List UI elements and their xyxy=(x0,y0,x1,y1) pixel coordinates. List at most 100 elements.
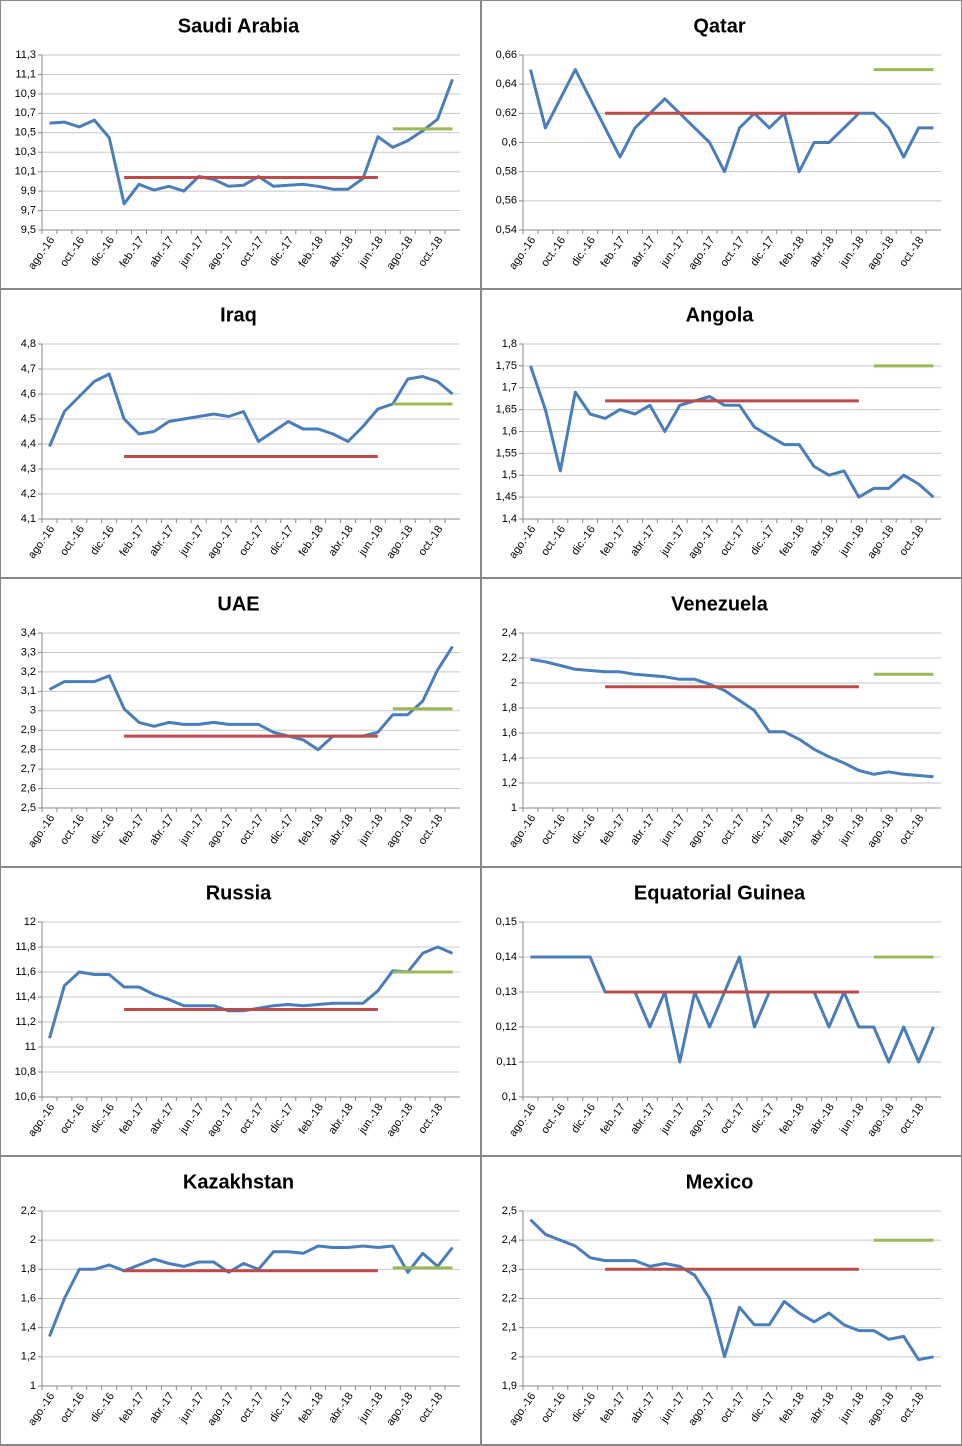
y-tick-label: 2,8 xyxy=(21,744,36,756)
chart-title: Angola xyxy=(686,304,755,326)
series-line xyxy=(48,1244,454,1337)
chart-title: Saudi Arabia xyxy=(178,15,300,37)
y-tick-label: 1,5 xyxy=(502,469,517,481)
y-tick-label: 0,56 xyxy=(496,195,517,207)
y-tick-label: 3,1 xyxy=(21,685,36,697)
y-tick-label: 0,58 xyxy=(496,166,517,178)
y-tick-label: 10,8 xyxy=(15,1066,36,1078)
series-line xyxy=(529,365,935,499)
y-tick-label: 2,4 xyxy=(502,627,517,639)
series-line xyxy=(530,657,934,779)
chart-title: Mexico xyxy=(686,1171,754,1193)
y-tick-label: 2,2 xyxy=(502,652,517,664)
y-tick-label: 2,9 xyxy=(21,724,36,736)
y-tick-label: 1 xyxy=(30,1380,36,1392)
chart-title: UAE xyxy=(217,593,259,615)
y-tick-label: 10,1 xyxy=(15,166,36,178)
y-tick-label: 1,4 xyxy=(502,513,517,525)
y-tick-label: 4,3 xyxy=(21,463,36,475)
y-tick-label: 1,7 xyxy=(502,382,517,394)
y-tick-label: 9,5 xyxy=(21,224,36,236)
y-tick-label: 1,65 xyxy=(496,404,517,416)
y-tick-label: 0,64 xyxy=(496,78,517,90)
chart-title: Equatorial Guinea xyxy=(634,882,806,904)
y-tick-label: 11,2 xyxy=(15,1016,36,1028)
panel-border xyxy=(0,1156,481,1445)
y-tick-label: 4,2 xyxy=(21,488,36,500)
y-tick-label: 3 xyxy=(30,705,36,717)
y-tick-label: 2,6 xyxy=(21,782,36,794)
y-tick-label: 0,15 xyxy=(496,916,517,928)
y-tick-label: 0,11 xyxy=(496,1056,517,1068)
y-tick-label: 4,5 xyxy=(21,413,36,425)
y-tick-label: 4,8 xyxy=(21,338,36,350)
y-tick-label: 10,3 xyxy=(15,146,36,158)
y-tick-label: 0,12 xyxy=(496,1021,517,1033)
y-tick-label: 1,4 xyxy=(21,1322,36,1334)
y-tick-label: 1,8 xyxy=(502,338,517,350)
y-tick-label: 11,8 xyxy=(15,941,36,953)
y-tick-label: 1 xyxy=(511,802,517,814)
y-tick-label: 0,54 xyxy=(496,224,517,236)
y-tick-label: 2 xyxy=(30,1234,36,1246)
chart-title: Russia xyxy=(206,882,272,904)
y-tick-label: 11,3 xyxy=(15,49,36,61)
chart-title: Qatar xyxy=(693,15,745,37)
y-tick-label: 12 xyxy=(24,916,36,928)
y-tick-label: 4,6 xyxy=(21,388,36,400)
panel-border xyxy=(0,0,481,289)
y-tick-label: 0,1 xyxy=(502,1091,517,1103)
y-tick-label: 11,4 xyxy=(15,991,36,1003)
y-tick-label: 4,4 xyxy=(21,438,36,450)
y-tick-label: 10,6 xyxy=(15,1091,36,1103)
y-tick-label: 1,2 xyxy=(502,777,517,789)
y-tick-label: 3,4 xyxy=(21,627,36,639)
chart-title: Kazakhstan xyxy=(183,1171,294,1193)
y-tick-label: 10,9 xyxy=(15,88,36,100)
panel-border xyxy=(0,867,481,1156)
y-tick-label: 9,7 xyxy=(21,204,36,216)
y-tick-label: 1,45 xyxy=(496,491,517,503)
y-tick-label: 1,6 xyxy=(502,425,517,437)
y-tick-label: 2,7 xyxy=(21,763,36,775)
y-tick-label: 3,3 xyxy=(21,646,36,658)
y-tick-label: 2,5 xyxy=(21,802,36,814)
y-tick-label: 0,6 xyxy=(502,136,517,148)
y-tick-label: 2,5 xyxy=(502,1205,517,1217)
y-tick-label: 4,7 xyxy=(21,363,36,375)
y-tick-label: 3,2 xyxy=(21,666,36,678)
y-tick-label: 2 xyxy=(511,677,517,689)
y-tick-label: 1,6 xyxy=(21,1292,36,1304)
y-tick-label: 2,2 xyxy=(502,1292,517,1304)
series-line xyxy=(530,955,935,1064)
y-tick-label: 1,8 xyxy=(21,1263,36,1275)
y-tick-label: 2,3 xyxy=(502,1263,517,1275)
y-tick-label: 0,13 xyxy=(496,986,517,998)
y-tick-label: 9,9 xyxy=(21,185,36,197)
y-tick-label: 2,2 xyxy=(21,1205,36,1217)
panel-border xyxy=(0,289,481,578)
chart-title: Venezuela xyxy=(671,593,769,615)
y-tick-label: 1,6 xyxy=(502,727,517,739)
y-tick-label: 1,2 xyxy=(21,1351,36,1363)
series-line xyxy=(49,78,454,206)
y-tick-label: 11,1 xyxy=(15,68,36,80)
y-tick-label: 2 xyxy=(511,1351,517,1363)
series-line xyxy=(48,372,454,448)
y-tick-label: 10,5 xyxy=(15,127,36,139)
y-tick-label: 2,1 xyxy=(502,1322,517,1334)
chart-title: Iraq xyxy=(220,304,257,326)
y-tick-label: 0,62 xyxy=(496,107,517,119)
y-tick-label: 1,55 xyxy=(496,447,517,459)
y-tick-label: 10,7 xyxy=(15,107,36,119)
y-tick-label: 11 xyxy=(25,1041,36,1053)
y-tick-label: 1,8 xyxy=(502,702,517,714)
y-tick-label: 2,4 xyxy=(502,1234,517,1246)
panel-border xyxy=(0,578,481,867)
y-tick-label: 1,75 xyxy=(496,360,517,372)
series-line xyxy=(529,68,934,174)
y-tick-label: 11,6 xyxy=(15,966,36,978)
y-tick-label: 1,9 xyxy=(502,1380,517,1392)
